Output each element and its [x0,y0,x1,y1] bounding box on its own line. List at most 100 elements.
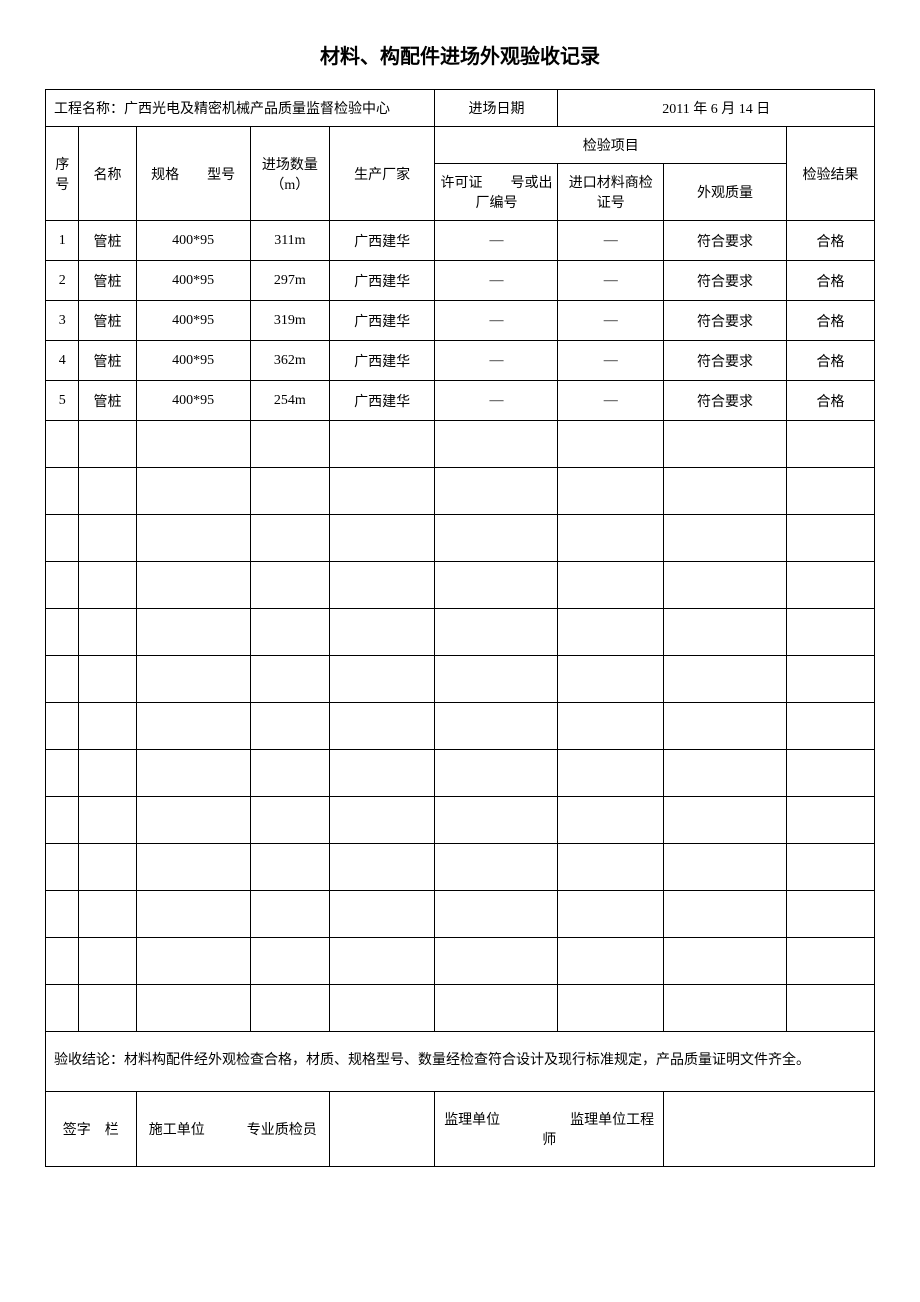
project-name-value: 广西光电及精密机械产品质量监督检验中心 [124,102,390,117]
cell-visual: 符合要求 [663,341,786,381]
cell-qty: 311m [250,221,329,261]
cell-qty: 297m [250,261,329,301]
empty-cell [329,562,434,609]
empty-cell [250,797,329,844]
empty-cell [79,938,136,985]
empty-cell [136,797,250,844]
empty-cell [250,985,329,1032]
empty-cell [663,656,786,703]
empty-cell [435,562,558,609]
empty-cell [435,515,558,562]
cell-spec: 400*95 [136,261,250,301]
empty-cell [787,938,875,985]
cell-mfr: 广西建华 [329,341,434,381]
empty-cell [663,938,786,985]
cell-spec: 400*95 [136,221,250,261]
empty-cell [663,797,786,844]
col-visual-header: 外观质量 [663,164,786,221]
empty-cell [787,797,875,844]
empty-cell [136,985,250,1032]
cell-result: 合格 [787,301,875,341]
empty-cell [46,797,79,844]
empty-cell [136,562,250,609]
col-result-header: 检验结果 [787,127,875,221]
cell-qty: 319m [250,301,329,341]
table-row: 4管桩400*95362m广西建华——符合要求合格 [46,341,875,381]
col-mfr-header: 生产厂家 [329,127,434,221]
empty-cell [79,515,136,562]
empty-cell [250,703,329,750]
empty-cell [329,797,434,844]
empty-row [46,515,875,562]
cell-import: — [558,221,663,261]
col-permit-header: 许可证 号或出 厂编号 [435,164,558,221]
empty-cell [663,703,786,750]
empty-row [46,938,875,985]
empty-row [46,797,875,844]
cell-permit: — [435,301,558,341]
empty-cell [787,750,875,797]
empty-row [46,421,875,468]
col-inspect-group-header: 检验项目 [435,127,787,164]
empty-cell [250,891,329,938]
cell-mfr: 广西建华 [329,261,434,301]
cell-name: 管桩 [79,381,136,421]
empty-cell [787,468,875,515]
empty-cell [79,797,136,844]
table-row: 2管桩400*95297m广西建华——符合要求合格 [46,261,875,301]
cell-import: — [558,301,663,341]
signature-row: 签字 栏 施工单位 专业质检员 监理单位 监理单位工程师 [46,1092,875,1167]
empty-cell [46,891,79,938]
empty-cell [435,797,558,844]
table-row: 1管桩400*95311m广西建华——符合要求合格 [46,221,875,261]
empty-row [46,891,875,938]
empty-cell [558,656,663,703]
col-import-header: 进口材料商检证号 [558,164,663,221]
cell-seq: 1 [46,221,79,261]
cell-spec: 400*95 [136,381,250,421]
cell-visual: 符合要求 [663,261,786,301]
empty-cell [787,985,875,1032]
conclusion-text: 材料构配件经外观检查合格，材质、规格型号、数量经检查符合设计及现行标准规定，产品… [124,1053,810,1068]
entry-date-label: 进场日期 [435,90,558,127]
empty-cell [558,797,663,844]
construct-sign-space [329,1092,434,1167]
cell-seq: 3 [46,301,79,341]
empty-cell [79,844,136,891]
empty-cell [558,844,663,891]
empty-cell [136,609,250,656]
empty-cell [329,750,434,797]
empty-cell [435,468,558,515]
empty-cell [79,750,136,797]
project-header-row: 工程名称：广西光电及精密机械产品质量监督检验中心 进场日期 2011 年 6 月… [46,90,875,127]
project-name-label: 工程名称： [54,102,124,117]
empty-cell [250,609,329,656]
empty-cell [787,891,875,938]
cell-spec: 400*95 [136,341,250,381]
empty-cell [435,750,558,797]
empty-cell [787,656,875,703]
col-name-header: 名称 [79,127,136,221]
empty-cell [136,938,250,985]
sign-label-cell: 签字 栏 [46,1092,137,1167]
empty-cell [558,468,663,515]
empty-cell [46,562,79,609]
empty-cell [663,750,786,797]
cell-name: 管桩 [79,221,136,261]
empty-cell [79,891,136,938]
empty-cell [136,891,250,938]
empty-cell [558,891,663,938]
cell-result: 合格 [787,381,875,421]
empty-row [46,609,875,656]
empty-cell [46,421,79,468]
empty-cell [558,609,663,656]
empty-cell [787,515,875,562]
cell-name: 管桩 [79,261,136,301]
empty-cell [435,938,558,985]
empty-cell [558,750,663,797]
empty-cell [329,609,434,656]
conclusion-row: 验收结论：材料构配件经外观检查合格，材质、规格型号、数量经检查符合设计及现行标准… [46,1032,875,1092]
empty-cell [663,844,786,891]
empty-cell [558,703,663,750]
cell-seq: 5 [46,381,79,421]
